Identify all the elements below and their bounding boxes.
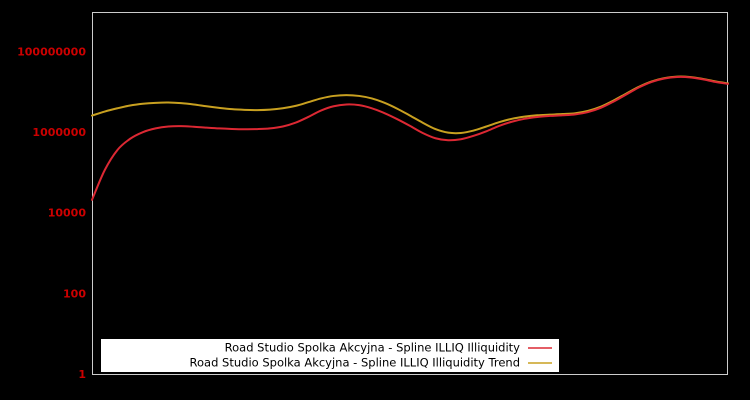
legend-label-illiquidity-trend: Road Studio Spolka Akcyjna - Spline ILLI… (190, 356, 520, 370)
y-tick-label: 1000000 (32, 126, 86, 139)
legend-background (100, 338, 560, 373)
y-tick-label: 10000 (48, 207, 87, 220)
y-tick-label: 100000000 (17, 45, 86, 58)
chart-legend[interactable]: Road Studio Spolka Akcyjna - Spline ILLI… (100, 338, 560, 373)
legend-label-illiquidity: Road Studio Spolka Akcyjna - Spline ILLI… (225, 341, 521, 355)
y-tick-label: 100 (63, 287, 86, 300)
series-line-illiquidity (91, 75, 729, 201)
y-axis-tick-labels: 100000000 1000000 10000 100 1 (17, 45, 86, 381)
y-tick-label: 1 (78, 368, 86, 381)
data-series-group (91, 75, 729, 201)
plot-area-border (92, 12, 728, 375)
